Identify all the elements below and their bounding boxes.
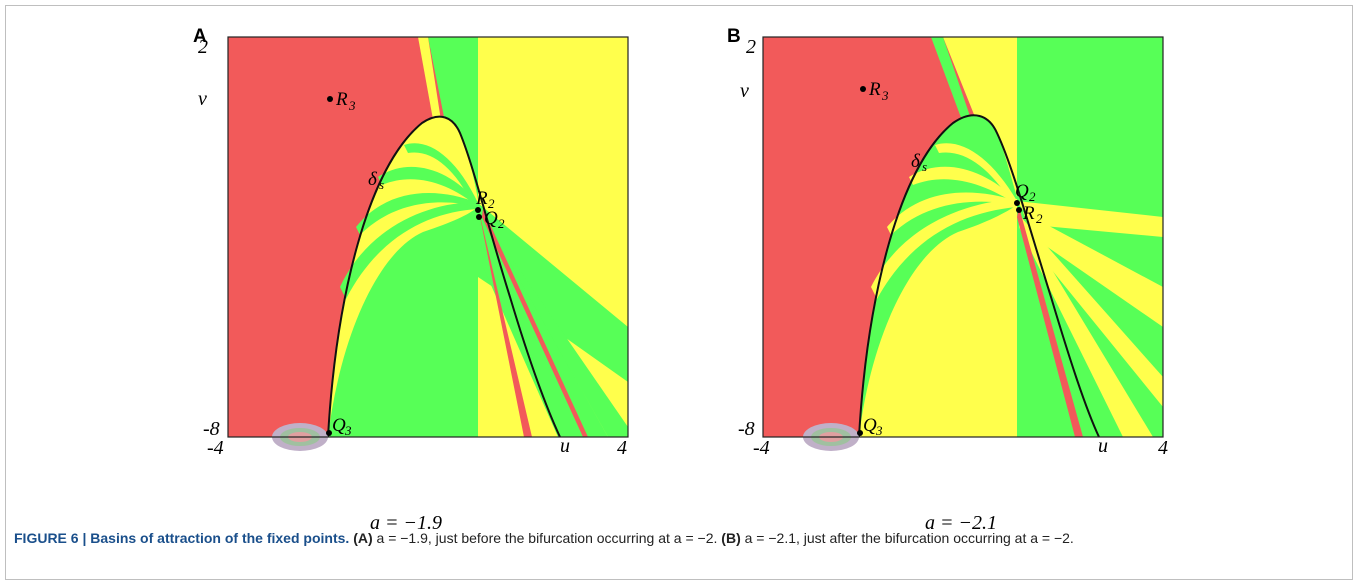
caption-part-b-tag: (B) xyxy=(721,530,741,546)
label-q3: Q xyxy=(332,415,346,436)
green-stripe xyxy=(356,193,478,235)
label-r2-sub: 2 xyxy=(1036,211,1043,226)
panel-label-a: A xyxy=(193,26,207,47)
caption-part-a-text: a = −1.9, just before the bifurcation oc… xyxy=(372,530,722,546)
label-q3: Q xyxy=(863,415,877,436)
label-delta-s-sub: s xyxy=(922,159,927,174)
figure-frame xyxy=(5,5,1353,580)
red-fan-band xyxy=(1017,207,1083,437)
fixed-point-q2 xyxy=(476,214,482,220)
label-q2-sub: 2 xyxy=(498,216,505,231)
stable-manifold-curve xyxy=(858,114,1100,438)
label-r3: R xyxy=(335,89,348,110)
label-delta-s: δ xyxy=(911,151,921,172)
fixed-point-r2 xyxy=(1016,207,1022,213)
basin-plot-a: R 3 δ s R 2 Q 2 Q 3 xyxy=(227,36,629,451)
label-q3-sub: 3 xyxy=(344,423,352,438)
v-max-tick-a: 2 xyxy=(198,36,208,58)
label-q2: Q xyxy=(1015,181,1029,202)
v-axis-label-a: v xyxy=(198,88,207,110)
param-caption-b: a = −2.1 xyxy=(925,512,997,534)
fixed-point-r2 xyxy=(475,207,481,213)
caption-part-a-tag: (A) xyxy=(353,530,373,546)
green-filaments-top xyxy=(931,37,973,125)
label-delta-s: δ xyxy=(368,169,378,190)
label-r2: R xyxy=(475,188,488,209)
yellow-basin-region xyxy=(859,205,1017,437)
caption-part-b-text: a = −2.1, just after the bifurcation occ… xyxy=(740,530,1074,546)
v-axis-label-b: v xyxy=(740,80,749,102)
label-q3-sub: 3 xyxy=(875,423,883,438)
label-q2-sub: 2 xyxy=(1029,189,1036,204)
yellow-fan-band xyxy=(1021,217,1163,407)
plot-border xyxy=(762,36,1164,438)
fixed-point-q2 xyxy=(1014,200,1020,206)
u-max-tick-a: 4 xyxy=(617,437,627,459)
label-r3-sub: 3 xyxy=(881,88,889,103)
label-r3: R xyxy=(868,79,881,100)
label-r2: R xyxy=(1022,203,1035,224)
v-max-tick-b: 2 xyxy=(746,36,756,58)
yellow-stripe xyxy=(871,199,1017,299)
green-fan-band xyxy=(490,227,628,437)
param-caption-a: a = −1.9 xyxy=(370,512,442,534)
v-min-tick-b: -8 xyxy=(738,418,755,440)
v-min-tick-a: -8 xyxy=(203,418,220,440)
green-basin-region xyxy=(328,207,478,437)
red-fan-band xyxy=(482,209,588,437)
yellow-fan-band xyxy=(1019,215,1153,437)
green-fan-band xyxy=(478,203,628,382)
u-axis-label-a: u xyxy=(560,435,570,457)
yellow-stripe xyxy=(887,192,1017,235)
yellow-fan-band xyxy=(1023,212,1163,327)
yellow-stripe xyxy=(909,166,1017,205)
figure-caption: FIGURE 6 | Basins of attraction of the f… xyxy=(14,528,1344,548)
green-stripe xyxy=(340,202,478,299)
label-q2: Q xyxy=(484,208,498,229)
caption-title: FIGURE 6 | Basins of attraction of the f… xyxy=(14,530,350,546)
yellow-fan-band xyxy=(1017,201,1163,237)
fixed-point-q3 xyxy=(326,430,332,436)
fixed-point-r3 xyxy=(327,96,333,102)
basin-plot-b: R 3 δ s Q 2 R 2 Q 3 xyxy=(762,36,1164,451)
u-min-tick-a: -4 xyxy=(207,437,224,459)
plot-border xyxy=(227,36,629,438)
label-delta-s-sub: s xyxy=(379,177,384,192)
u-max-tick-b: 4 xyxy=(1158,437,1168,459)
panel-label-b: B xyxy=(727,26,741,47)
u-min-tick-b: -4 xyxy=(753,437,770,459)
fixed-point-q3 xyxy=(857,430,863,436)
label-r3-sub: 3 xyxy=(348,98,356,113)
yellow-filaments-top xyxy=(418,37,442,127)
yellow-stripe xyxy=(935,143,1017,203)
u-axis-label-b: u xyxy=(1098,435,1108,457)
stable-manifold-curve xyxy=(327,115,561,438)
green-stripe xyxy=(404,143,478,205)
fixed-point-r3 xyxy=(860,86,866,92)
red-fan-band xyxy=(478,207,532,437)
green-stripe xyxy=(378,166,478,207)
label-r2-sub: 2 xyxy=(488,196,495,211)
